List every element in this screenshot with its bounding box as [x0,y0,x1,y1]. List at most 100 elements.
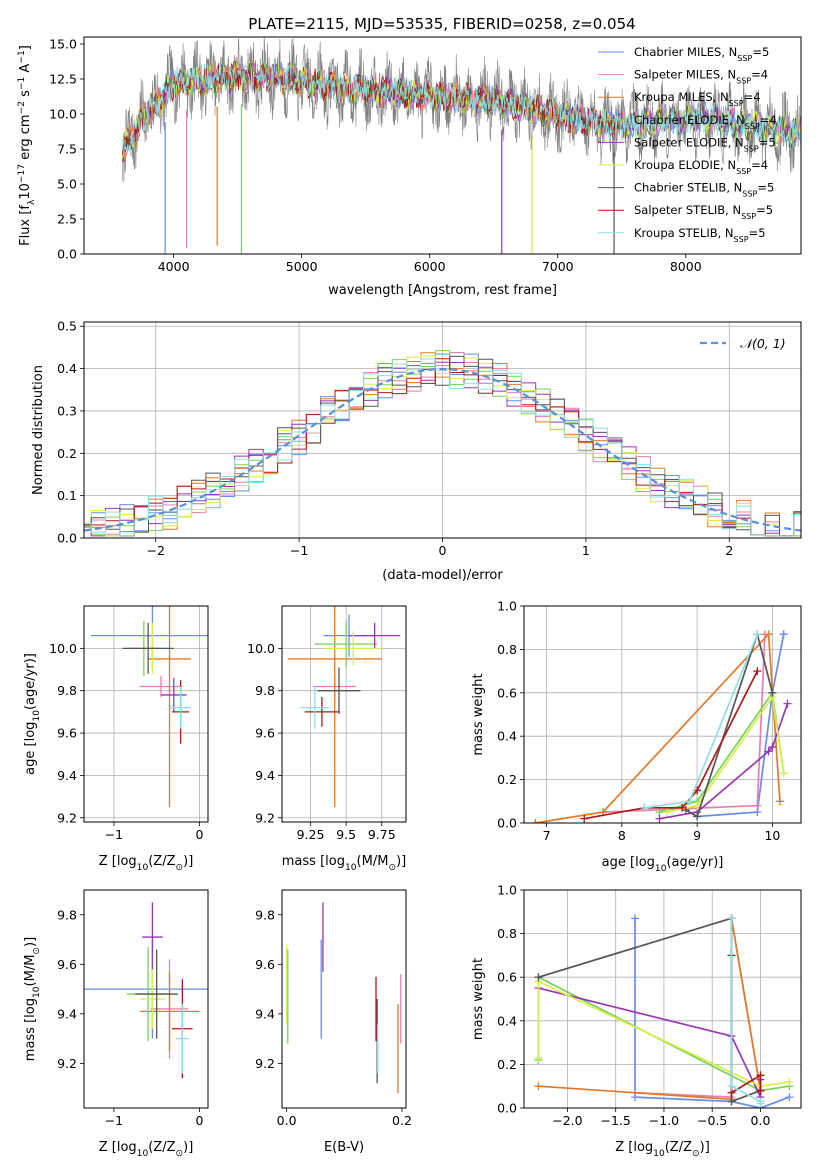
x-axis-label-part: (Z/Z [148,1140,175,1155]
legend-entry-part: =5 [752,45,769,59]
weight-point-marker [764,747,773,756]
legend-entry-part: Kroupa STELIB, N [634,226,734,240]
y-tick-label: 9.8 [57,907,77,922]
x-axis-label-part: Z [log [99,1140,137,1155]
x-tick-label: 9 [693,828,701,843]
weight-series-line [634,918,762,1098]
weight-point-marker [768,743,777,752]
legend-entry-part: Kroupa ELODIE, N [634,158,736,172]
legend-entry-part: =4 [751,158,768,172]
x-axis-label: (data-model)/error [382,568,503,583]
weight-point-marker [756,1086,765,1095]
legend-entry: Chabrier MILES, NSSP=5 [634,45,769,63]
legend-entry-part: =4 [751,68,768,82]
y-tick-label: 9.2 [57,810,77,825]
spectrum-lines [122,37,801,254]
y-axis-label-part: A [18,64,33,77]
x-tick-label: 7000 [542,259,574,274]
y-axis-label-part: erg cm [18,114,33,163]
x-axis-label-part: 10 [655,864,667,874]
y-tick-label: 0.0 [497,1101,517,1116]
y-axis-label: age [log10(age/yr)] [23,653,42,775]
y-tick-label: 9.6 [255,957,275,972]
x-axis-label-part: mass [log [282,854,345,869]
y-axis-label-part: mass [log [23,998,38,1061]
x-tick-label: −1 [105,827,123,842]
figure-title: PLATE=2115, MJD=53535, FIBERID=0258, z=0… [248,15,635,33]
y-tick-label: 10.0 [49,107,77,122]
axes-frame [281,889,407,1109]
legend-entry-part: Chabrier STELIB, N [634,181,742,195]
x-axis-label: E(B-V) [324,1140,364,1155]
x-tick-label: −1 [290,543,308,558]
x-tick-label: −0.5 [697,1113,727,1128]
weight-point-marker [580,814,589,823]
y-axis-label-part: 10 [32,986,42,998]
x-tick-label: 0.2 [392,1113,412,1128]
y-tick-label: 0.0 [497,816,517,831]
axes-frame [523,605,802,824]
x-axis-label-part: ⊙ [388,863,396,873]
x-axis-label-part: )] [183,854,193,869]
y-axis-label-part: )] [23,937,38,947]
x-axis-label-part: )] [700,1140,710,1155]
x-tick-label: 10 [764,828,780,843]
y-tick-label: 0.8 [497,926,517,941]
y-tick-label: 0.0 [57,247,77,262]
x-tick-label: 1 [582,543,590,558]
y-axis-label-part: s [18,90,33,101]
y-axis-label-part: −2 [17,101,27,114]
y-tick-label: 9.4 [57,1006,77,1021]
x-tick-label: 7 [543,828,551,843]
y-tick-label: 1.0 [497,599,517,614]
legend-entry-part: =5 [757,181,774,195]
y-axis-label: Flux [fλ10−17 erg cm−2 s−1 A−1] [17,45,37,246]
y-tick-label: 9.2 [57,1056,77,1071]
x-axis-label: mass [log10(M/M⊙)] [282,854,406,873]
y-axis-label: mass weight [471,673,486,755]
error-bars [285,902,402,1094]
y-tick-label: 10.0 [247,641,275,656]
weight-point-marker [727,1097,736,1106]
y-tick-label: 0.2 [57,446,77,461]
histograms [84,350,801,537]
x-tick-label: 0 [439,543,447,558]
spectrum-panel: 4000 5000 6000 7000 8000 0.0 2.5 5.0 7.5 10.0 12.5… [17,36,802,298]
weight-point-marker [727,1082,736,1091]
y-tick-label: 9.4 [57,768,77,783]
x-tick-label: 0.0 [277,1113,297,1128]
x-axis-label: wavelength [Angstrom, rest frame] [328,283,557,298]
weight-point-marker [685,797,694,806]
legend-entry: Chabrier STELIB, NSSP=5 [634,181,774,199]
y-axis-label-part: ⊙ [32,947,42,955]
residual-histogram [84,353,801,537]
x-axis-label: age [log10(age/yr)] [602,855,724,874]
weight-point-marker [764,630,773,639]
error-bars [287,606,401,808]
weight-point-marker [783,699,792,708]
mass-vs-metallicity-panel: −1 09.29.49.69.8Z [log10(Z/Z⊙)]mass [log1… [23,889,209,1159]
residuals-panel: −2 −1 0 1 2 0.0 0.1 0.2 0.3 0.4 0.5 𝒩(0, 1) (data-mo… [31,319,802,583]
x-axis-label-part: )] [183,1140,193,1155]
legend-entry-part: SSP [729,99,744,108]
residual-histogram [84,350,801,537]
weight-point-marker [768,688,777,697]
x-tick-label: −1 [105,1113,123,1128]
y-tick-label: 9.6 [57,957,77,972]
y-tick-label: 0.4 [497,729,517,744]
y-tick-label: 1.0 [497,883,517,898]
y-axis-label: mass [log10(M/M⊙)] [23,937,42,1061]
y-tick-label: 0.3 [57,403,77,418]
weight-series-line [697,634,785,818]
legend-entry-part: SSP [734,234,749,243]
y-axis-label-part: ] [18,45,33,50]
legend-entry-part: Salpeter STELIB, N [634,203,741,217]
weight-point-marker [756,1099,765,1108]
weight-point-marker [640,803,649,812]
legend-entry-part: Chabrier ELODIE, N [634,113,745,127]
y-axis-label-part: 10 [18,183,33,200]
weight-lines [534,914,794,1108]
x-tick-label: 0 [195,1113,203,1128]
x-tick-label: 8 [618,828,626,843]
x-tick-label: 9.25 [297,827,325,842]
